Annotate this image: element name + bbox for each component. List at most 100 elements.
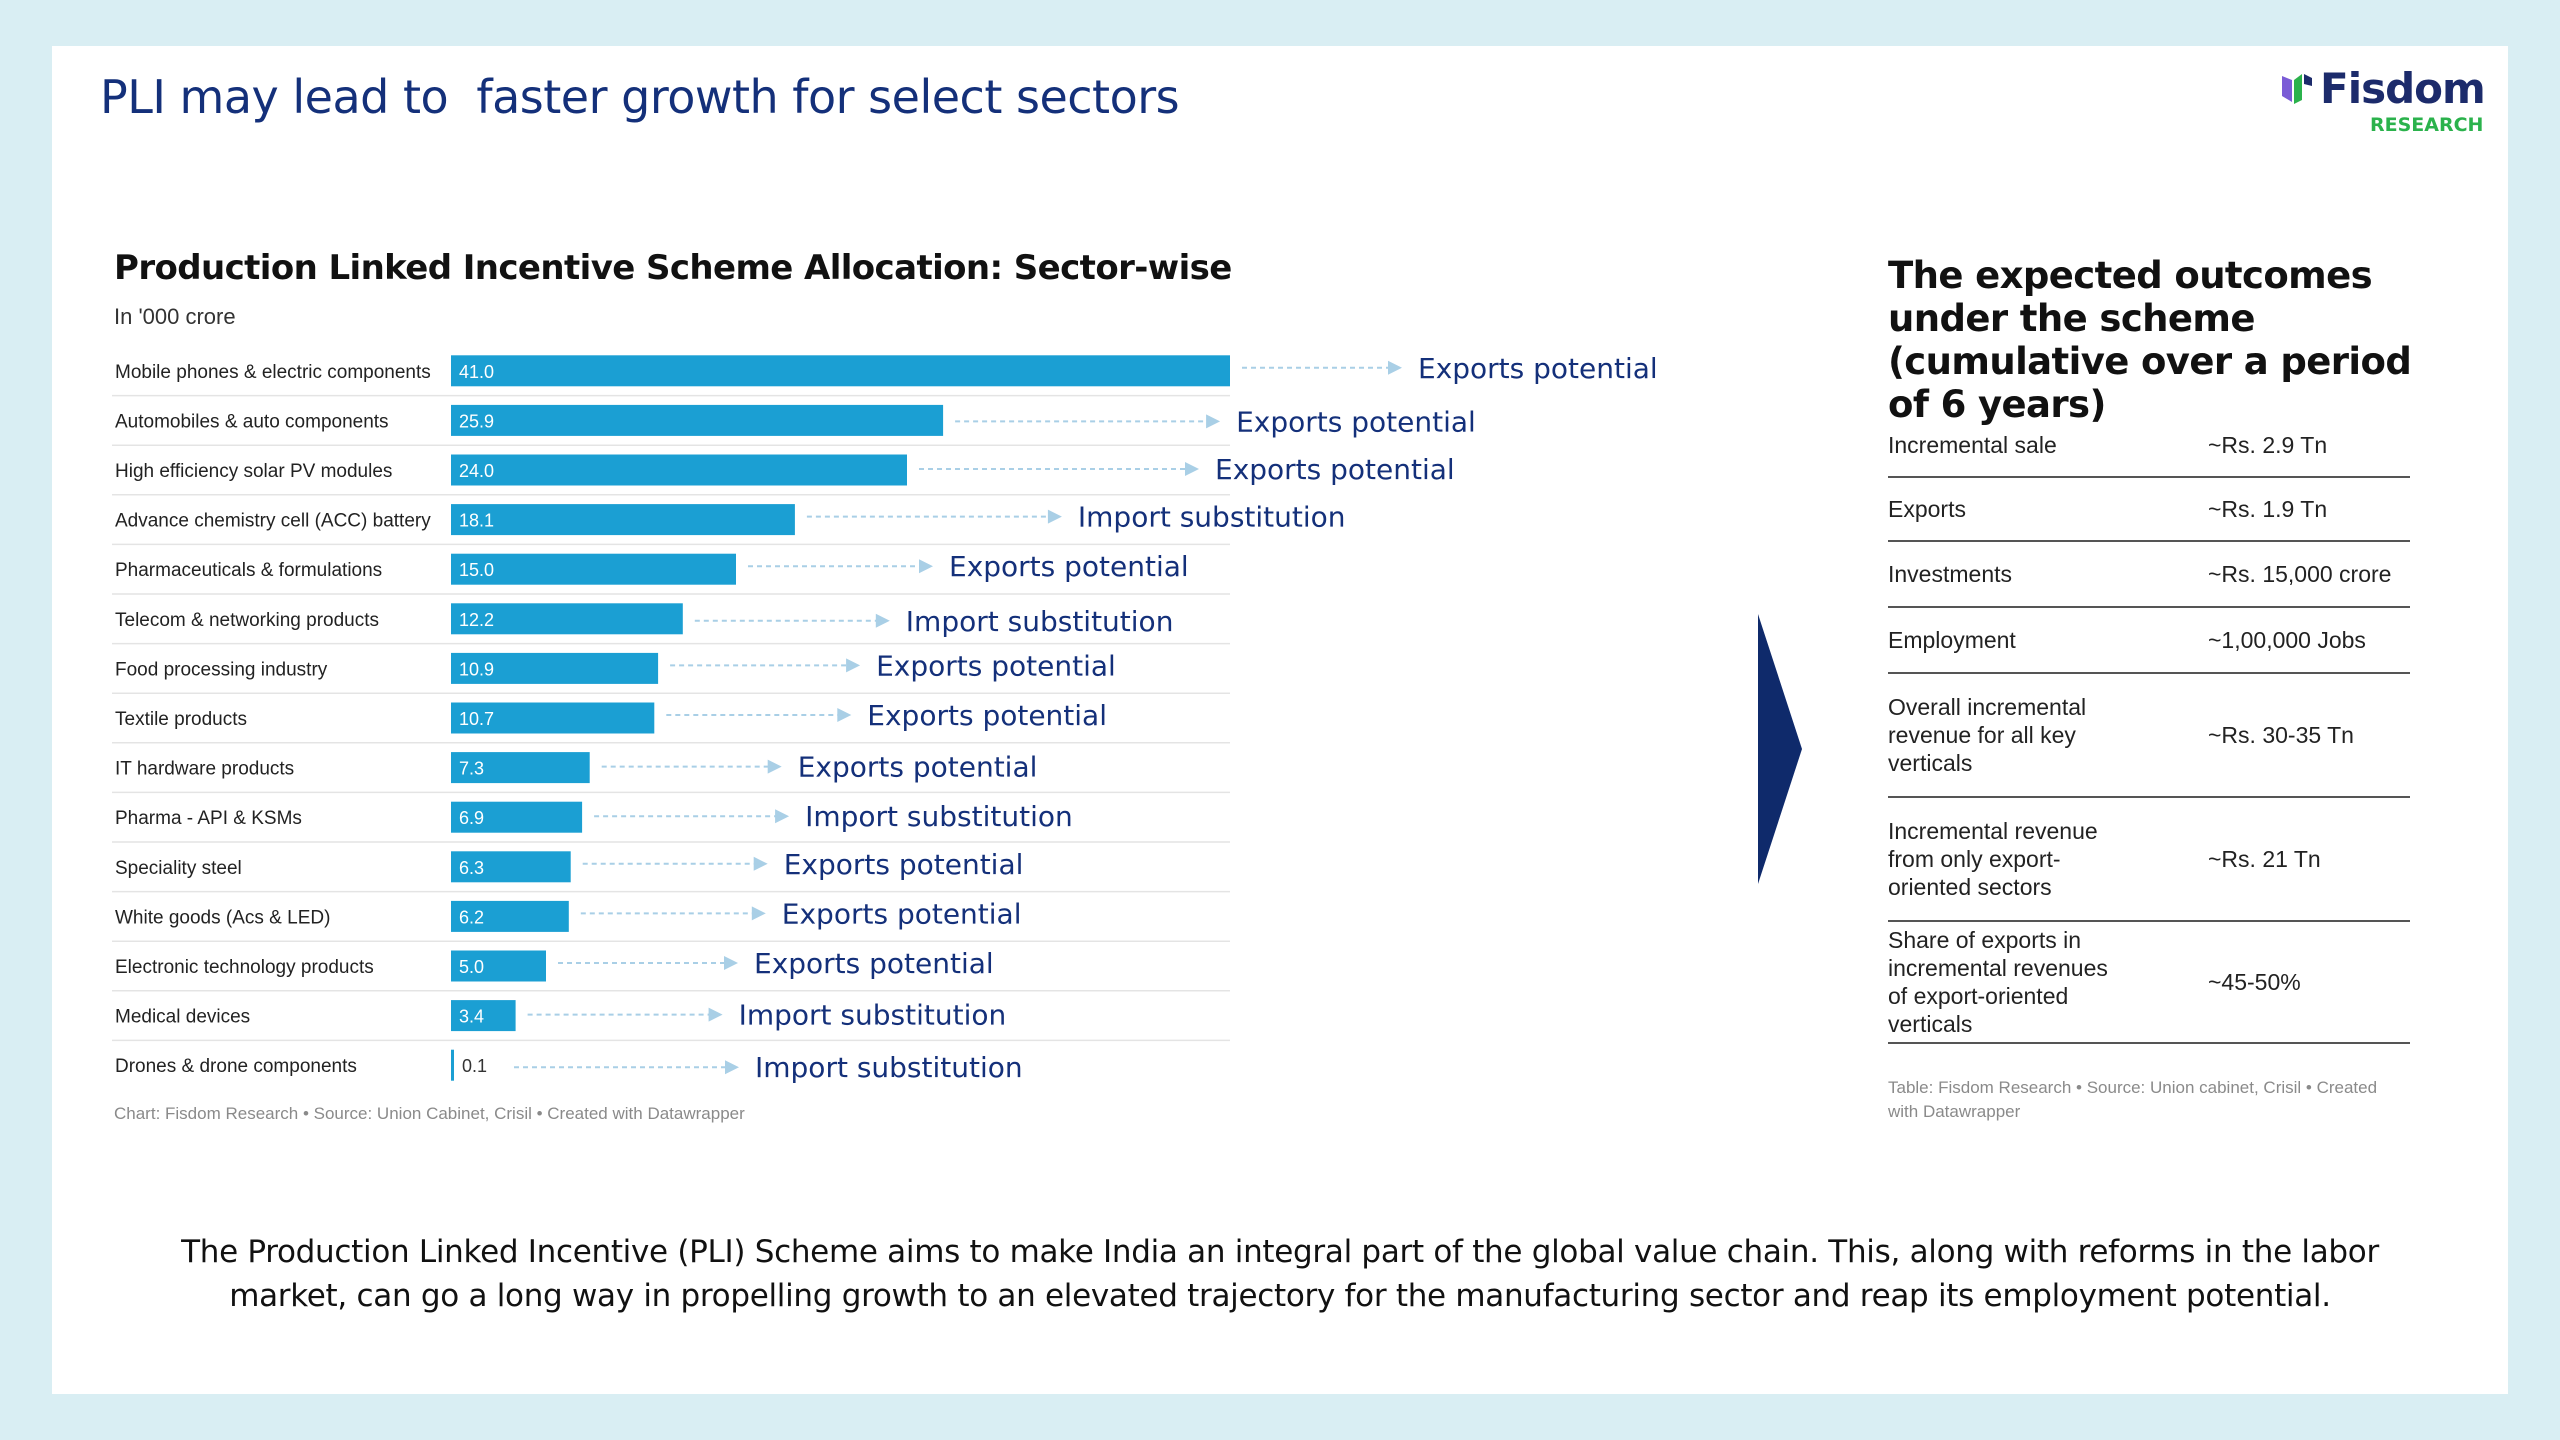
bar — [451, 1049, 454, 1081]
category-label: Drones & drone components — [115, 1056, 357, 1077]
annotation-label: Exports potential — [1418, 352, 1658, 385]
bar-value-label: 5.0 — [459, 957, 484, 977]
arrow-head-icon — [1206, 414, 1221, 429]
bar — [451, 801, 583, 833]
outcome-label: Exports — [1888, 496, 1966, 522]
bar-value-label: 18.1 — [459, 511, 494, 531]
sector-allocation-chart: Mobile phones & electric components 41.0 E… — [112, 352, 1658, 1084]
category-label: Telecom & networking products — [115, 610, 379, 631]
category-label: Advance chemistry cell (ACC) battery — [115, 511, 431, 532]
annotation-label: Import substitution — [906, 605, 1174, 638]
bar — [451, 553, 736, 585]
annotation-label: Exports potential — [876, 649, 1116, 682]
bar-value-label: 10.9 — [459, 659, 494, 679]
bar-value-label: 0.1 — [462, 1056, 487, 1076]
annotation-label: Import substitution — [805, 800, 1073, 833]
chart-title: Production Linked Incentive Scheme Alloc… — [114, 248, 1232, 288]
category-label: Medical devices — [115, 1007, 250, 1028]
annotation-label: Exports potential — [867, 699, 1107, 732]
logo-sub: RESEARCH — [2370, 114, 2484, 136]
arrow-head-icon — [708, 1007, 723, 1022]
category-label: Electronic technology products — [115, 957, 374, 978]
annotation-label: Exports potential — [1215, 453, 1455, 486]
bar-value-label: 41.0 — [459, 362, 494, 382]
outcome-row: Employment ~1,00,000 Jobs — [1888, 608, 2410, 674]
chart-unit-label: In '000 crore — [114, 304, 236, 329]
arrow-head-icon — [725, 1060, 739, 1075]
outcome-value: ~Rs. 15,000 crore — [2208, 560, 2392, 587]
category-label: High efficiency solar PV modules — [115, 461, 392, 482]
outcomes-footer: Table: Fisdom Research • Source: Union c… — [1888, 1078, 2378, 1121]
category-label: Automobiles & auto components — [115, 411, 389, 432]
outcome-row: Incremental revenue from only export-ori… — [1888, 798, 2410, 922]
bar — [451, 950, 546, 982]
category-label: Textile products — [115, 709, 247, 730]
annotation-label: Import substitution — [1078, 501, 1346, 534]
bar — [451, 752, 590, 784]
outcome-label: Investments — [1888, 561, 2012, 587]
outcomes-heading: The expected outcomes under the scheme (… — [1888, 254, 2412, 426]
annotation-label: Import substitution — [755, 1051, 1023, 1084]
outcome-row: Exports ~Rs. 1.9 Tn — [1888, 478, 2410, 542]
annotation-label: Exports potential — [754, 947, 994, 980]
annotation-label: Exports potential — [784, 848, 1024, 881]
bar-value-label: 7.3 — [459, 759, 484, 779]
outcome-label: Employment — [1888, 627, 2016, 653]
outcome-label: Share of exports in incremental revenues… — [1888, 927, 2108, 1037]
logo-name: Fisdom — [2320, 64, 2486, 113]
bar — [451, 404, 944, 436]
category-label: Food processing industry — [115, 659, 328, 680]
outcome-value: ~45-50% — [2208, 968, 2301, 995]
category-label: Mobile phones & electric components — [115, 362, 431, 383]
category-label: Pharma - API & KSMs — [115, 808, 302, 829]
outcome-value: ~Rs. 21 Tn — [2208, 845, 2321, 872]
bar-value-label: 3.4 — [459, 1007, 484, 1027]
arrow-head-icon — [775, 809, 790, 824]
bar-value-label: 6.9 — [459, 808, 484, 828]
fisdom-logo-icon — [2282, 74, 2312, 104]
outcome-value: ~Rs. 30-35 Tn — [2208, 721, 2354, 748]
arrow-head-icon — [753, 856, 768, 871]
outcomes-table: Incremental sale ~Rs. 2.9 Tn Exports ~Rs. 1… — [1888, 414, 2410, 1044]
arrow-head-icon — [1047, 509, 1062, 524]
arrow-head-icon — [1388, 360, 1402, 375]
category-label: IT hardware products — [115, 759, 294, 780]
bar — [451, 454, 907, 486]
arrow-head-icon — [837, 708, 852, 722]
category-label: White goods (Acs & LED) — [115, 907, 330, 928]
outcome-value: ~Rs. 2.9 Tn — [2208, 431, 2328, 458]
arrow-head-icon — [875, 613, 890, 628]
bar — [451, 702, 655, 734]
bar — [451, 851, 571, 883]
category-label: Speciality steel — [115, 858, 242, 879]
outcome-row: Investments ~Rs. 15,000 crore — [1888, 542, 2410, 608]
bar-value-label: 12.2 — [459, 610, 494, 630]
bar — [451, 355, 1230, 387]
arrow-head-icon — [767, 759, 782, 774]
bar-value-label: 6.2 — [459, 907, 484, 927]
outcome-row: Incremental sale ~Rs. 2.9 Tn — [1888, 414, 2410, 478]
bar — [451, 1000, 516, 1032]
slide-title: PLI may lead to faster growth for select… — [100, 70, 1180, 124]
outcome-row: Share of exports in incremental revenues… — [1888, 922, 2410, 1044]
fisdom-logo: Fisdom RESEARCH — [2278, 64, 2498, 144]
annotation-label: Exports potential — [798, 751, 1038, 784]
bar-value-label: 6.3 — [459, 858, 484, 878]
annotation-label: Exports potential — [949, 550, 1189, 583]
arrow-head-icon — [919, 559, 933, 574]
outcome-row: Overall incremental revenue for all key … — [1888, 674, 2410, 798]
arrow-head-icon — [751, 906, 766, 921]
annotation-label: Exports potential — [782, 897, 1022, 930]
chevron-right-icon — [1758, 614, 1802, 884]
arrow-head-icon — [1185, 462, 1199, 476]
bar-value-label: 25.9 — [459, 411, 494, 431]
bar — [451, 504, 795, 536]
outcome-label: Incremental sale — [1888, 432, 2057, 458]
annotation-label: Exports potential — [1236, 405, 1476, 438]
bar-value-label: 24.0 — [459, 461, 494, 481]
bar-value-label: 15.0 — [459, 560, 494, 580]
arrow-head-icon — [724, 956, 738, 970]
outcome-value: ~Rs. 1.9 Tn — [2208, 495, 2328, 522]
outcome-label: Incremental revenue from only export-ori… — [1888, 818, 2098, 900]
category-label: Pharmaceuticals & formulations — [115, 560, 382, 581]
